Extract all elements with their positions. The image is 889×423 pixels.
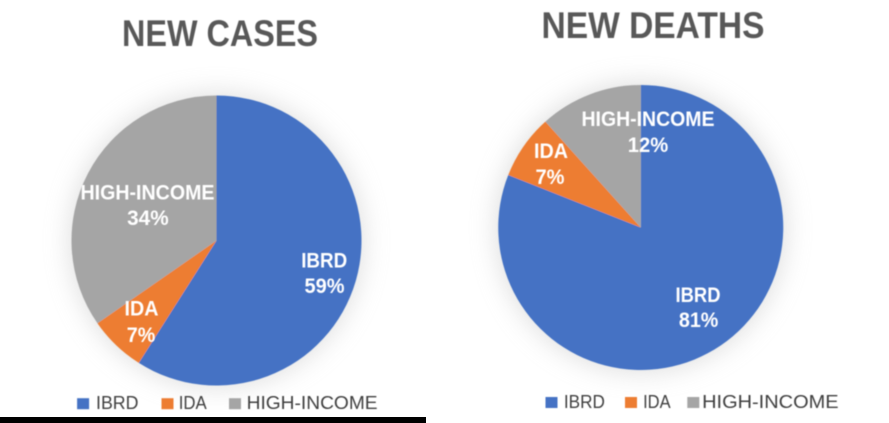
svg-text:12%: 12%	[628, 134, 669, 157]
svg-text:IDA: IDA	[534, 140, 568, 163]
svg-text:IDA: IDA	[125, 297, 159, 320]
svg-text:HIGH-INCOME: HIGH-INCOME	[702, 392, 839, 412]
svg-text:IDA: IDA	[179, 393, 207, 413]
svg-text:81%: 81%	[679, 309, 719, 332]
svg-text:7%: 7%	[127, 324, 156, 347]
svg-text:NEW CASES: NEW CASES	[122, 13, 318, 54]
svg-text:NEW DEATHS: NEW DEATHS	[542, 5, 765, 46]
svg-text:IBRD: IBRD	[676, 284, 721, 307]
svg-text:7%: 7%	[536, 166, 565, 189]
svg-text:IBRD: IBRD	[564, 392, 605, 412]
svg-text:HIGH-INCOME: HIGH-INCOME	[247, 393, 378, 413]
svg-text:IBRD: IBRD	[301, 250, 347, 273]
svg-text:IDA: IDA	[643, 392, 671, 412]
svg-text:HIGH-INCOME: HIGH-INCOME	[582, 108, 715, 131]
svg-text:HIGH-INCOME: HIGH-INCOME	[81, 182, 215, 205]
svg-text:59%: 59%	[305, 275, 345, 298]
svg-text:IBRD: IBRD	[96, 393, 139, 413]
svg-text:34%: 34%	[127, 207, 169, 230]
